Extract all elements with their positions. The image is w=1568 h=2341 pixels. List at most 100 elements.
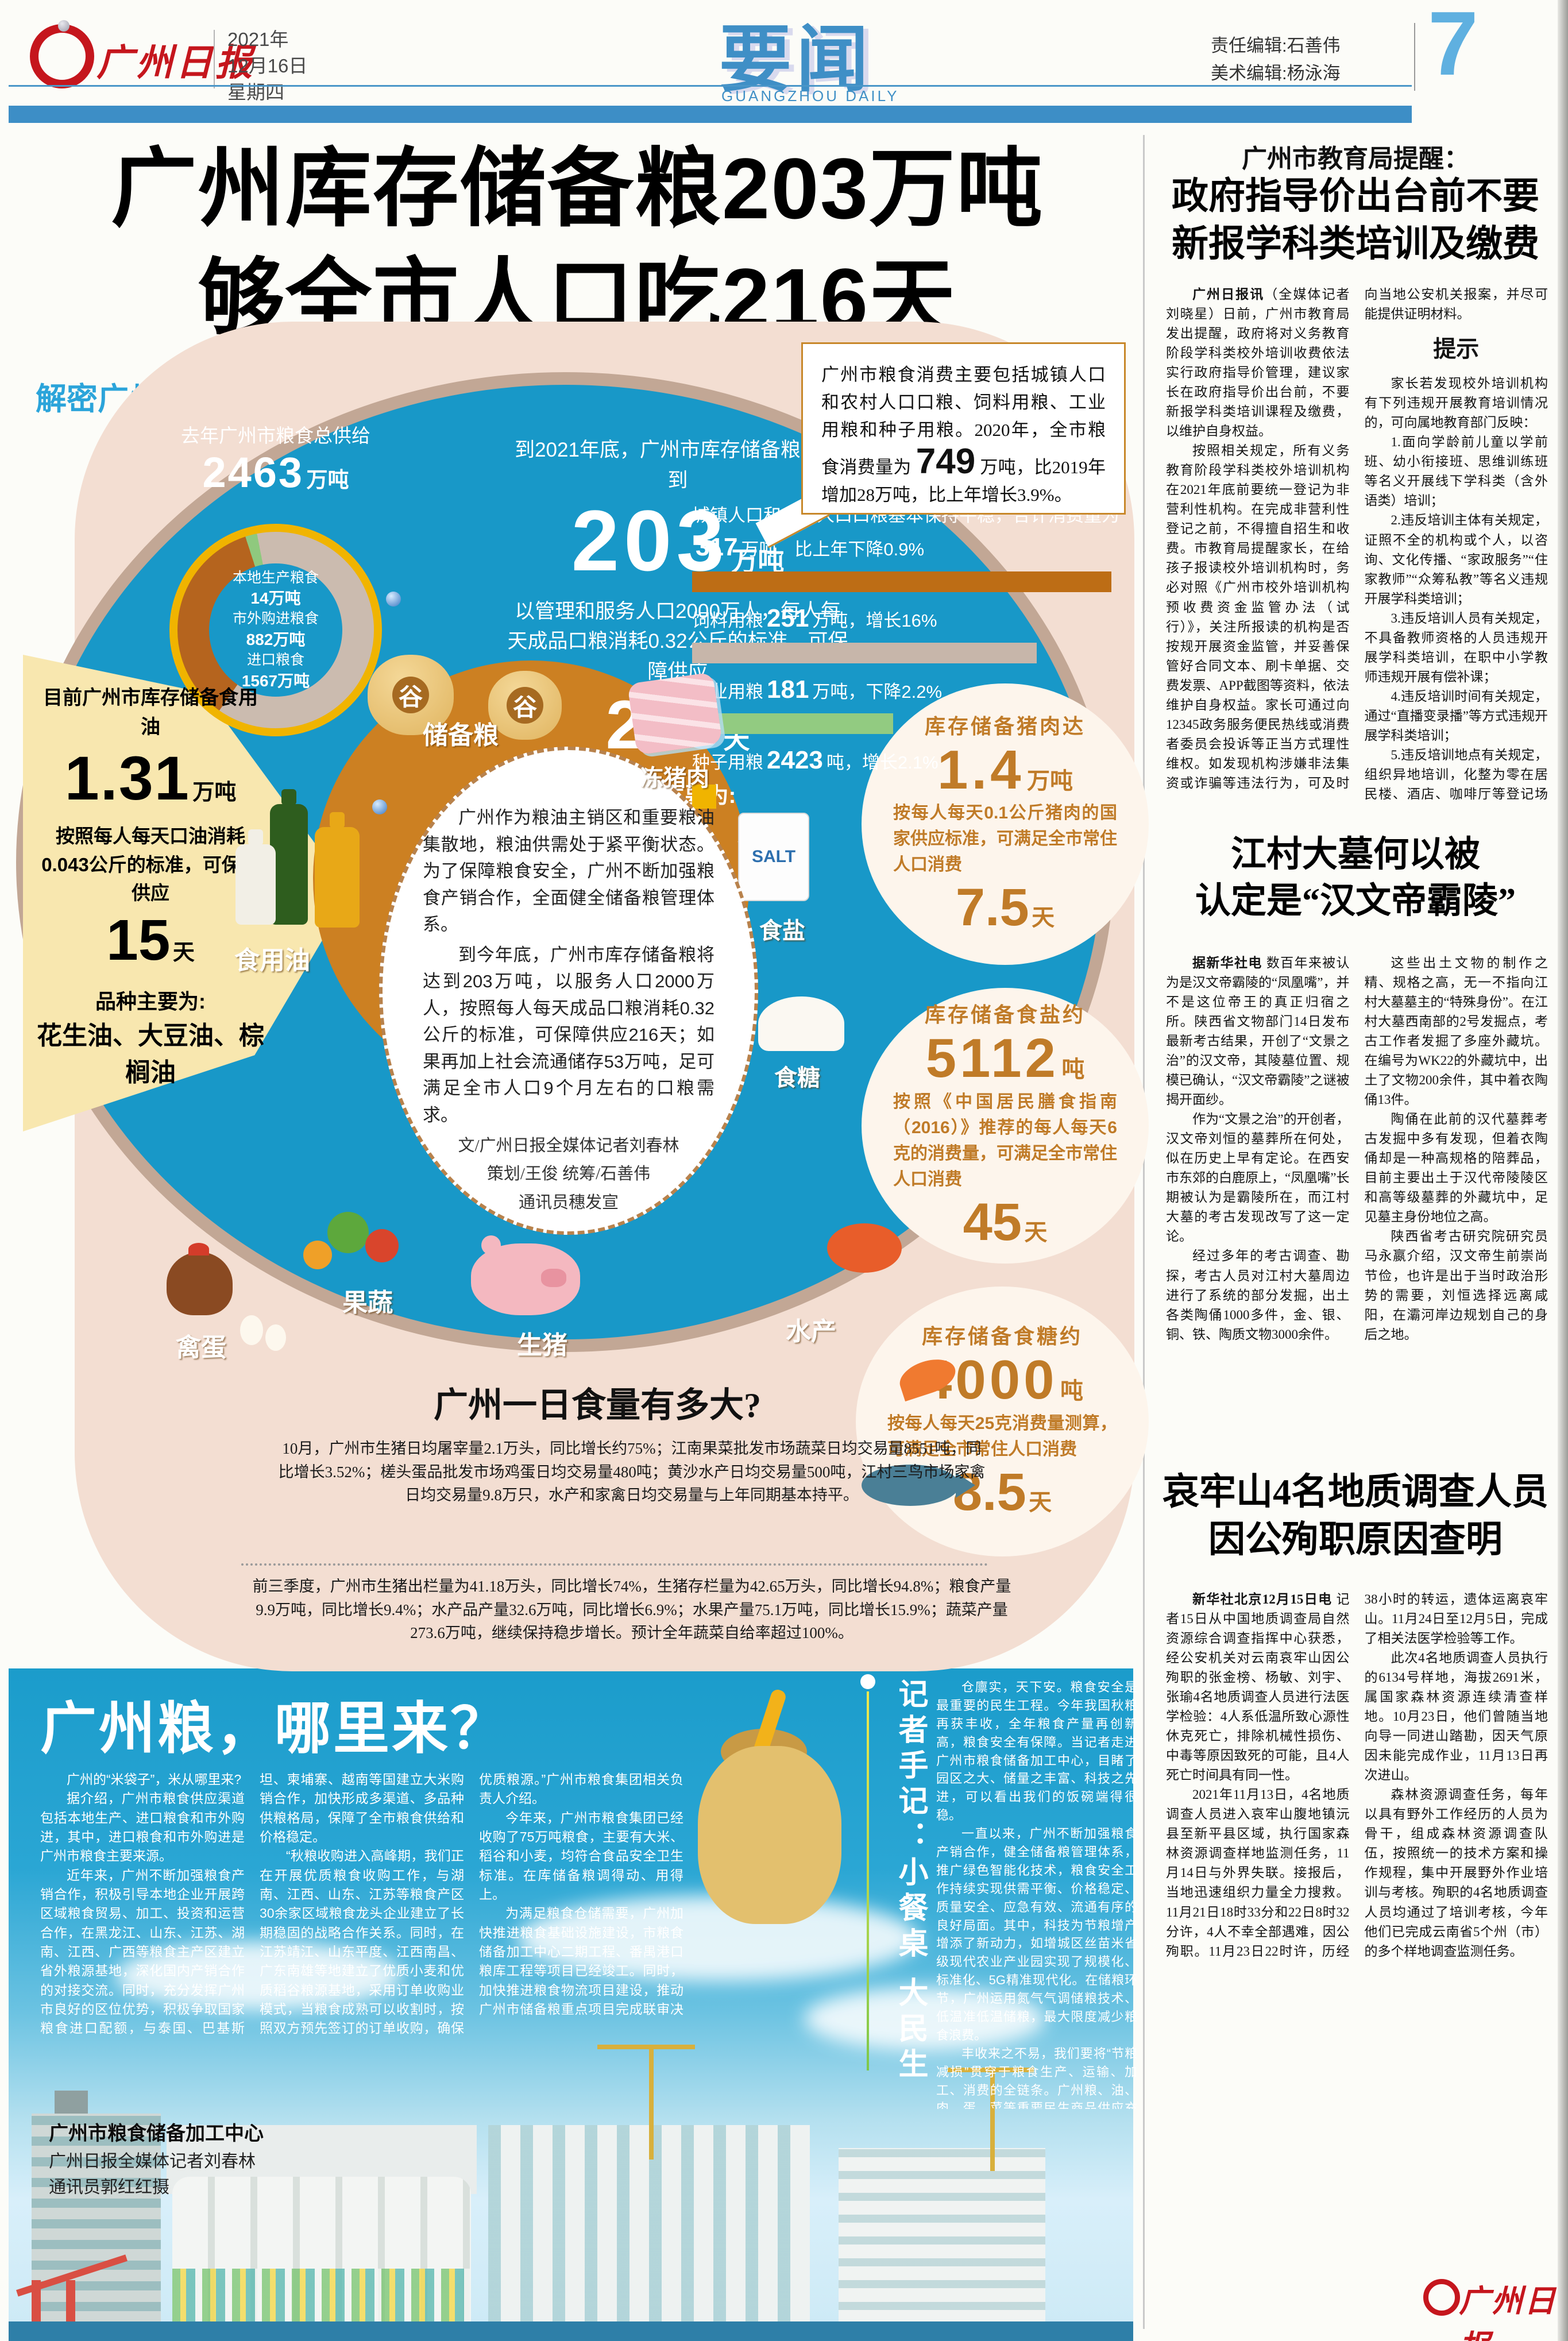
summary-circle: 广州作为粮油主销区和重要粮油集散地，粮油供需处于紧平衡状态。为了保障粮食安全，广… bbox=[379, 747, 758, 1235]
tower-crane-icon bbox=[649, 2045, 654, 2160]
oil-variety-label: 品种主要为: bbox=[95, 989, 206, 1013]
pork-stock-bubble: 库存储备猪肉达 1.4 万吨 按每人每天0.1公斤猪肉的国家供应标准，可满足全市… bbox=[862, 683, 1149, 965]
edu-article-kicker: 广州市教育局提醒： bbox=[1242, 145, 1469, 173]
summary-paragraph-1: 广州作为粮油主销区和重要粮油集散地，粮油供需处于紧平衡状态。为了保障粮食安全，广… bbox=[423, 808, 715, 934]
label-frozen-pork: 冻猪肉 bbox=[640, 766, 709, 791]
consumption-note-prefix: 广州市粮食消费主要包括城镇人口和农村人口口粮、饲料用粮、工业用粮和种子用粮。20… bbox=[821, 365, 1106, 478]
oil-days: 15 bbox=[106, 907, 171, 972]
pig-icon bbox=[471, 1235, 580, 1315]
tomb-article-headline: 江村大墓何以被 认定是“汉文帝霸陵” bbox=[1195, 835, 1516, 921]
infographic-credits: 文/广州日报全媒体记者刘春林 策划/王俊 统筹/石善伟 通讯员穗发宣 bbox=[458, 1137, 679, 1212]
paper-name: 广州日报 bbox=[96, 43, 255, 83]
photo-grain-silos bbox=[172, 2177, 471, 2332]
reporter-note-title: 记者手记：小餐桌 大民生 bbox=[894, 1678, 927, 2084]
supply-total-label: 去年广州市粮食总供给 bbox=[181, 425, 370, 446]
label-cooking-oil: 食用油 bbox=[234, 947, 310, 975]
salt-box-icon: SALT bbox=[738, 813, 809, 901]
daily-consumption-paragraph-2: 前三季度，广州市生猪出栏量为41.18万头，同比增长74%，生猪存栏量为42.6… bbox=[252, 1578, 1011, 1641]
masthead-date: 2021年 12月16日 星期四 bbox=[227, 29, 308, 103]
supply-total-value: 2463 bbox=[202, 449, 304, 496]
usage-bar-feed bbox=[692, 642, 1037, 663]
note-dot-icon bbox=[860, 1674, 875, 1689]
consumption-note-suffix: 万吨，比2019年增加28万吨，比上年增长3.9%。 bbox=[821, 457, 1106, 505]
usage-industry-label: 工业用粮 181 万吨，下降2.2% bbox=[692, 675, 943, 704]
connector-pin-icon bbox=[386, 592, 401, 607]
page-edge-shadow bbox=[1558, 0, 1568, 2341]
daily-consumption-paragraph-1: 10月，广州市生猪日均屠宰量2.1万头，同比增长约75%；江南果菜批发市场蔬菜日… bbox=[278, 1440, 986, 1504]
grain-sack-icon: 谷 bbox=[488, 671, 562, 740]
label-produce: 果蔬 bbox=[342, 1289, 393, 1317]
label-poultry-eggs: 禽蛋 bbox=[176, 1334, 226, 1362]
usage-seed-label: 种子用粮 2423 吨，增长2.1% bbox=[692, 746, 939, 775]
port-crane-icon bbox=[14, 2254, 152, 2332]
daily-dotted-divider bbox=[241, 1563, 988, 1566]
oil-days-unit: 天 bbox=[172, 940, 195, 965]
cooking-oil-block: 目前广州市库存储备食用油 1.31 万吨 按照每人每天口油消耗0.043公斤的标… bbox=[36, 683, 265, 1088]
crab-icon bbox=[827, 1223, 902, 1273]
main-headline-line1: 广州库存储备粮203万吨 bbox=[110, 140, 1044, 237]
label-sugar: 食糖 bbox=[774, 1065, 820, 1091]
reserve-value: 203 bbox=[571, 492, 729, 589]
reporter-note-body: 仓廪实，天下安。粮食安全是最重要的民生工程。今年我国秋粮再获丰收，全年粮食产量再… bbox=[936, 1680, 1137, 2109]
note-vertical-line bbox=[867, 1691, 869, 2070]
tomato-icon bbox=[365, 1229, 399, 1262]
consumption-total-value: 749 bbox=[916, 442, 976, 482]
label-seafood: 水产 bbox=[786, 1318, 836, 1346]
fish-icon bbox=[862, 1465, 975, 1506]
tomb-article-body: 据新华社电 数百年来被认为是汉文帝霸陵的“凤凰嘴”，并不是这位帝王的真正归宿之所… bbox=[1166, 956, 1548, 1342]
footer-paper-name: 广州日报 bbox=[1459, 2284, 1557, 2341]
label-live-pig: 生猪 bbox=[517, 1331, 567, 1359]
oil-bottle-icon bbox=[315, 827, 360, 928]
grain-character: 谷 bbox=[507, 687, 543, 724]
masthead-vertical-rule bbox=[1414, 23, 1415, 91]
oil-desc: 按照每人每天口油消耗0.043公斤的标准，可保障供应 bbox=[41, 825, 260, 903]
egg-icon bbox=[265, 1324, 286, 1351]
salt-stock-bubble: 库存储备食盐约 5112 吨 按照《中国居民膳食指南（2016）》推荐的每人每天… bbox=[862, 988, 1149, 1264]
daily-consumption-title: 广州一日食量有多大? bbox=[434, 1386, 761, 1424]
photo-building bbox=[32, 2114, 161, 2332]
edu-article-headline: 政府指导价出台前不要 新报学科类培训及缴费 bbox=[1172, 176, 1539, 265]
grain-article-title: 广州粮，哪里来？ bbox=[40, 1698, 509, 1760]
supply-item-import: 进口粮食 1567万吨 bbox=[241, 651, 310, 690]
supply-breakdown-labels: 本地生产粮食 14万吨 市外购进粮食 882万吨 进口粮食 1567万吨 bbox=[209, 563, 342, 697]
oil-jug-icon bbox=[235, 844, 276, 925]
guangzhou-daily-logo-icon bbox=[30, 20, 94, 88]
supply-item-outside: 市外购进粮食 882万吨 bbox=[232, 611, 319, 648]
usage-feed-label: 饲料用粮 251 万吨，增长16% bbox=[692, 604, 937, 632]
oil-value: 1.31 bbox=[64, 743, 190, 813]
photo-building bbox=[839, 2148, 1045, 2332]
main-headline: 广州库存储备粮203万吨 够全市人口吃216天 bbox=[23, 133, 1131, 354]
tower-crane-icon bbox=[990, 2068, 995, 2171]
usage-bar-seed bbox=[692, 785, 716, 809]
sugar-mound-icon bbox=[758, 996, 844, 1051]
guangzhou-daily-logo-icon bbox=[1423, 2279, 1460, 2316]
masthead-divider bbox=[214, 30, 215, 88]
cloud bbox=[517, 1895, 919, 1981]
tower-crane-icon bbox=[948, 2068, 1034, 2072]
usage-bar-ration bbox=[692, 571, 1111, 592]
connector-pin-icon bbox=[372, 799, 387, 814]
summary-paragraph-2: 到今年底，广州市库存储备粮将达到203万吨，以服务人口2000万人，按照每人每天… bbox=[423, 944, 715, 1125]
oil-bottle-icon bbox=[270, 804, 308, 925]
grain-usage-legend: 城镇人口和农村人口口粮基本保持平稳，合计消费量为317 万吨，比上年下降0.9% … bbox=[692, 495, 1129, 809]
frozen-pork-icon bbox=[627, 672, 723, 755]
column-divider bbox=[1143, 135, 1145, 2329]
masthead-thin-rule bbox=[9, 85, 1412, 87]
section-title-english: GUANGZHOU DAILY bbox=[721, 87, 899, 105]
page-number: 7 bbox=[1428, 0, 1478, 94]
supply-total-unit: 万吨 bbox=[306, 468, 349, 492]
oil-intro: 目前广州市库存储备食用油 bbox=[43, 687, 258, 738]
supply-total-block: 去年广州市粮食总供给 2463 万吨 bbox=[86, 420, 465, 497]
reserve-unit: 万吨 bbox=[731, 546, 785, 576]
supply-item-local: 本地生产粮食 14万吨 bbox=[232, 569, 319, 608]
oil-variety: 花生油、大豆油、棕榈油 bbox=[37, 1021, 264, 1087]
usage-bar-industry bbox=[692, 713, 893, 735]
egg-icon bbox=[240, 1315, 263, 1345]
editors-credit: 责任编辑:石善伟 美术编辑:杨泳海 bbox=[1211, 36, 1341, 84]
masthead-thick-bar bbox=[9, 106, 1412, 123]
cloud bbox=[115, 1941, 402, 2010]
sugar-stock-bubble: 库存储备食糖约 4000 吨 按每人每天25克消费量测算，可满足全市常住人口消费… bbox=[856, 1287, 1149, 1556]
label-salt: 食盐 bbox=[759, 918, 805, 944]
oil-unit: 万吨 bbox=[192, 781, 237, 805]
